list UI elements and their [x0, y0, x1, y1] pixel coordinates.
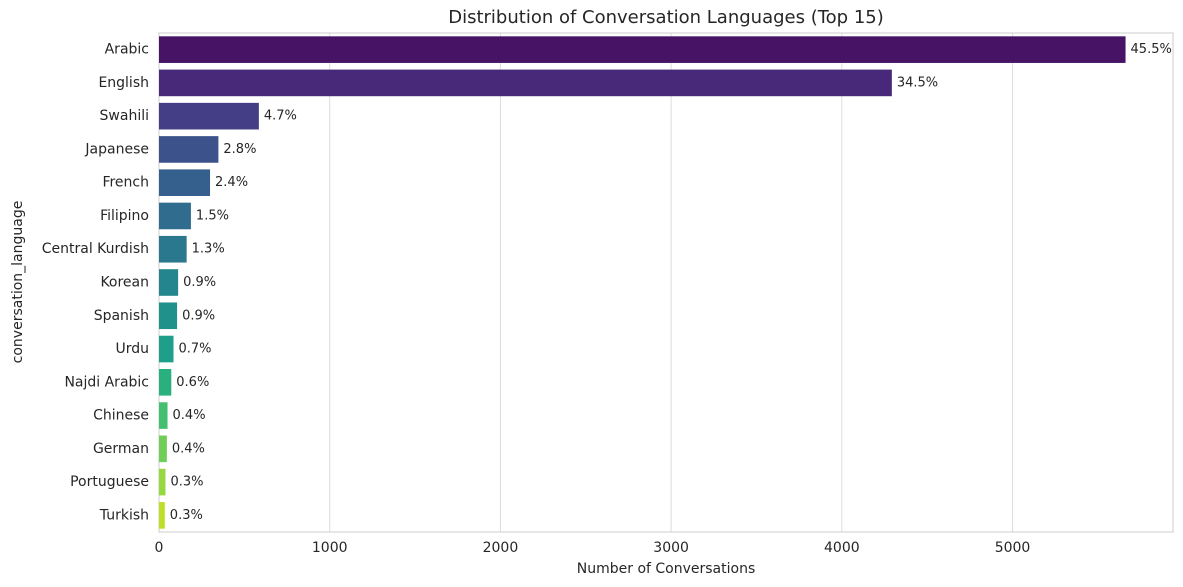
- x-tick-label: 2000: [483, 540, 519, 556]
- bar: [159, 435, 167, 463]
- y-tick-label: Turkish: [99, 507, 149, 523]
- bar: [159, 169, 211, 197]
- y-tick-label: Swahili: [100, 108, 149, 124]
- y-tick-label: Filipino: [100, 208, 149, 224]
- y-tick-label: Spanish: [94, 308, 149, 324]
- data-label: 0.4%: [173, 408, 206, 423]
- bar: [159, 235, 187, 263]
- x-tick-label: 1000: [312, 540, 348, 556]
- x-tick-label: 3000: [653, 540, 689, 556]
- bar: [159, 102, 259, 130]
- bar: [159, 302, 178, 330]
- data-label: 2.4%: [215, 175, 248, 190]
- data-label: 0.9%: [183, 275, 216, 290]
- y-tick-label: Najdi Arabic: [64, 374, 149, 390]
- chart-title: Distribution of Conversation Languages (…: [448, 7, 884, 28]
- y-tick-label: English: [98, 75, 149, 91]
- bar: [159, 36, 1126, 63]
- bar: [159, 69, 892, 97]
- y-tick-label: French: [102, 175, 149, 191]
- plot-frame: [158, 32, 1174, 533]
- data-label: 45.5%: [1131, 42, 1172, 57]
- data-label: 1.3%: [192, 242, 225, 257]
- y-tick-label: Chinese: [93, 408, 149, 424]
- y-tick-label: German: [93, 441, 149, 457]
- data-label: 1.5%: [196, 208, 229, 223]
- data-label: 0.7%: [179, 342, 212, 357]
- data-label: 34.5%: [897, 75, 938, 90]
- x-tick-label: 0: [155, 540, 164, 556]
- bar: [159, 368, 172, 396]
- x-tick-label: 5000: [995, 540, 1031, 556]
- bar: [159, 136, 219, 163]
- bar: [159, 202, 191, 230]
- data-label: 0.4%: [172, 441, 205, 456]
- data-label: 4.7%: [264, 109, 297, 124]
- y-axis-label: conversation_language: [10, 201, 26, 364]
- bar: [159, 502, 165, 529]
- data-label: 0.6%: [176, 375, 209, 390]
- data-label: 0.3%: [170, 475, 203, 490]
- data-label: 0.3%: [170, 508, 203, 523]
- bar: [159, 468, 166, 496]
- x-axis-label: Number of Conversations: [577, 561, 756, 577]
- y-tick-label: Portuguese: [70, 474, 149, 490]
- y-tick-label: Central Kurdish: [42, 241, 149, 257]
- y-tick-label: Urdu: [115, 341, 149, 357]
- y-tick-label: Arabic: [105, 42, 149, 58]
- y-tick-label: Korean: [100, 275, 149, 291]
- x-tick-label: 4000: [824, 540, 860, 556]
- bar: [159, 402, 168, 429]
- bar: [159, 335, 174, 363]
- bar: [159, 269, 179, 296]
- y-tick-label: Japanese: [84, 141, 149, 157]
- data-label: 2.8%: [223, 142, 256, 157]
- data-label: 0.9%: [182, 308, 215, 323]
